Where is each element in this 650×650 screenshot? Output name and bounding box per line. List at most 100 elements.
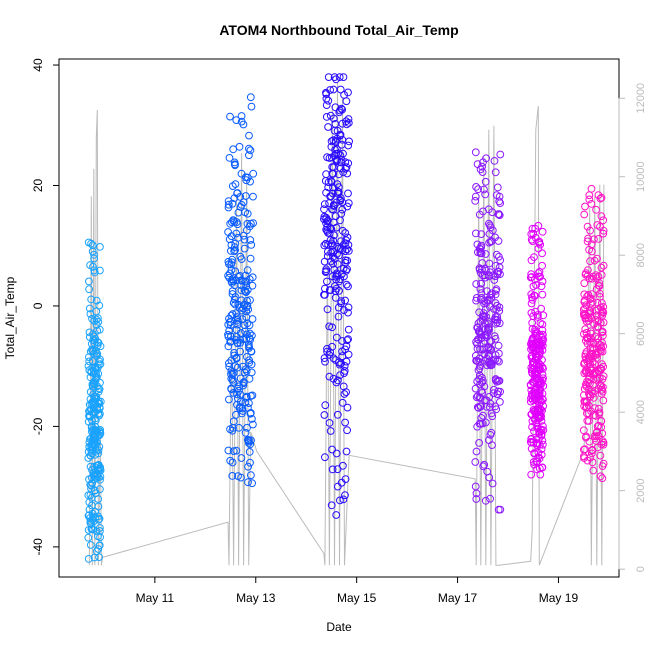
data-point <box>246 146 255 155</box>
data-point <box>343 256 352 265</box>
data-point <box>587 449 596 458</box>
data-point <box>485 473 494 482</box>
data-point <box>320 411 329 419</box>
data-point <box>322 90 331 98</box>
data-point <box>229 447 238 456</box>
data-point <box>339 461 347 470</box>
data-point <box>537 430 546 439</box>
data-point <box>539 422 547 431</box>
data-point <box>85 353 93 362</box>
data-point <box>94 532 102 541</box>
data-point <box>596 303 605 312</box>
data-point <box>332 333 341 342</box>
data-point <box>538 290 547 299</box>
data-point <box>85 357 94 366</box>
data-point <box>86 347 95 356</box>
data-point <box>597 343 606 352</box>
data-point <box>226 456 235 465</box>
data-point <box>243 266 252 275</box>
data-point <box>485 357 494 366</box>
data-point <box>84 362 93 370</box>
data-point <box>528 224 537 233</box>
right-tick-label: 12000 <box>635 83 647 114</box>
data-point <box>478 312 487 321</box>
data-point <box>494 341 503 350</box>
data-point <box>91 486 99 495</box>
x-tick-label: May 19 <box>539 591 579 605</box>
data-point <box>233 189 242 198</box>
data-point <box>482 154 491 163</box>
data-point <box>90 317 99 325</box>
data-point <box>248 281 257 290</box>
data-point <box>339 495 348 504</box>
data-point <box>532 435 541 444</box>
data-point <box>244 478 252 487</box>
data-point <box>225 395 233 404</box>
data-point <box>496 398 504 406</box>
data-point <box>89 379 98 388</box>
data-point <box>244 462 253 471</box>
axes-layer: -40 -20 0 20 40 May 11 May 13 May 15 May 17 May 1… <box>31 58 647 605</box>
series-flight-3 <box>320 73 354 519</box>
data-point <box>86 373 95 382</box>
data-point <box>484 317 492 326</box>
data-point <box>321 453 329 462</box>
data-point <box>539 426 548 435</box>
y-tick-label: -20 <box>31 417 45 435</box>
data-point <box>485 259 494 268</box>
data-point <box>245 356 254 365</box>
data-point <box>486 431 495 439</box>
data-point <box>492 376 500 385</box>
data-point <box>89 398 97 407</box>
data-point <box>91 399 99 408</box>
data-point <box>486 237 495 246</box>
data-point <box>248 479 257 488</box>
series-flight-4 <box>471 148 505 514</box>
data-point <box>336 371 345 380</box>
data-point <box>493 301 501 310</box>
data-point <box>324 240 333 249</box>
data-point <box>90 254 98 263</box>
data-point <box>536 385 545 394</box>
data-point <box>538 440 547 449</box>
data-point <box>483 287 491 296</box>
right-tick-label: 4000 <box>635 400 647 424</box>
data-point <box>343 265 352 274</box>
data-point <box>96 485 104 494</box>
data-point <box>228 426 237 435</box>
data-point <box>586 390 594 399</box>
data-point <box>588 290 596 299</box>
data-point <box>343 426 352 435</box>
data-point <box>92 527 101 536</box>
data-point <box>96 243 104 251</box>
data-point <box>531 325 539 334</box>
data-point <box>241 327 249 336</box>
data-point <box>229 277 238 285</box>
data-point <box>241 173 250 182</box>
data-point <box>590 345 598 354</box>
data-point <box>334 312 343 321</box>
data-point <box>587 200 596 208</box>
data-point <box>478 168 487 177</box>
data-point <box>581 445 589 454</box>
data-point <box>341 296 350 305</box>
data-point <box>486 358 495 367</box>
data-point <box>587 240 596 249</box>
data-point <box>248 415 256 423</box>
data-point <box>480 337 489 345</box>
data-point <box>589 272 598 281</box>
right-tick-label: 0 <box>635 566 647 572</box>
data-point <box>584 234 592 243</box>
data-point <box>86 261 94 270</box>
data-point <box>485 393 494 401</box>
data-point <box>227 258 236 267</box>
data-point <box>237 201 246 209</box>
data-point <box>538 320 547 329</box>
data-point <box>484 325 492 333</box>
data-point <box>331 103 340 112</box>
data-point <box>242 393 250 402</box>
right-tick-label: 8000 <box>635 243 647 267</box>
data-point <box>494 210 503 219</box>
data-point <box>596 451 605 460</box>
data-point <box>226 318 235 327</box>
